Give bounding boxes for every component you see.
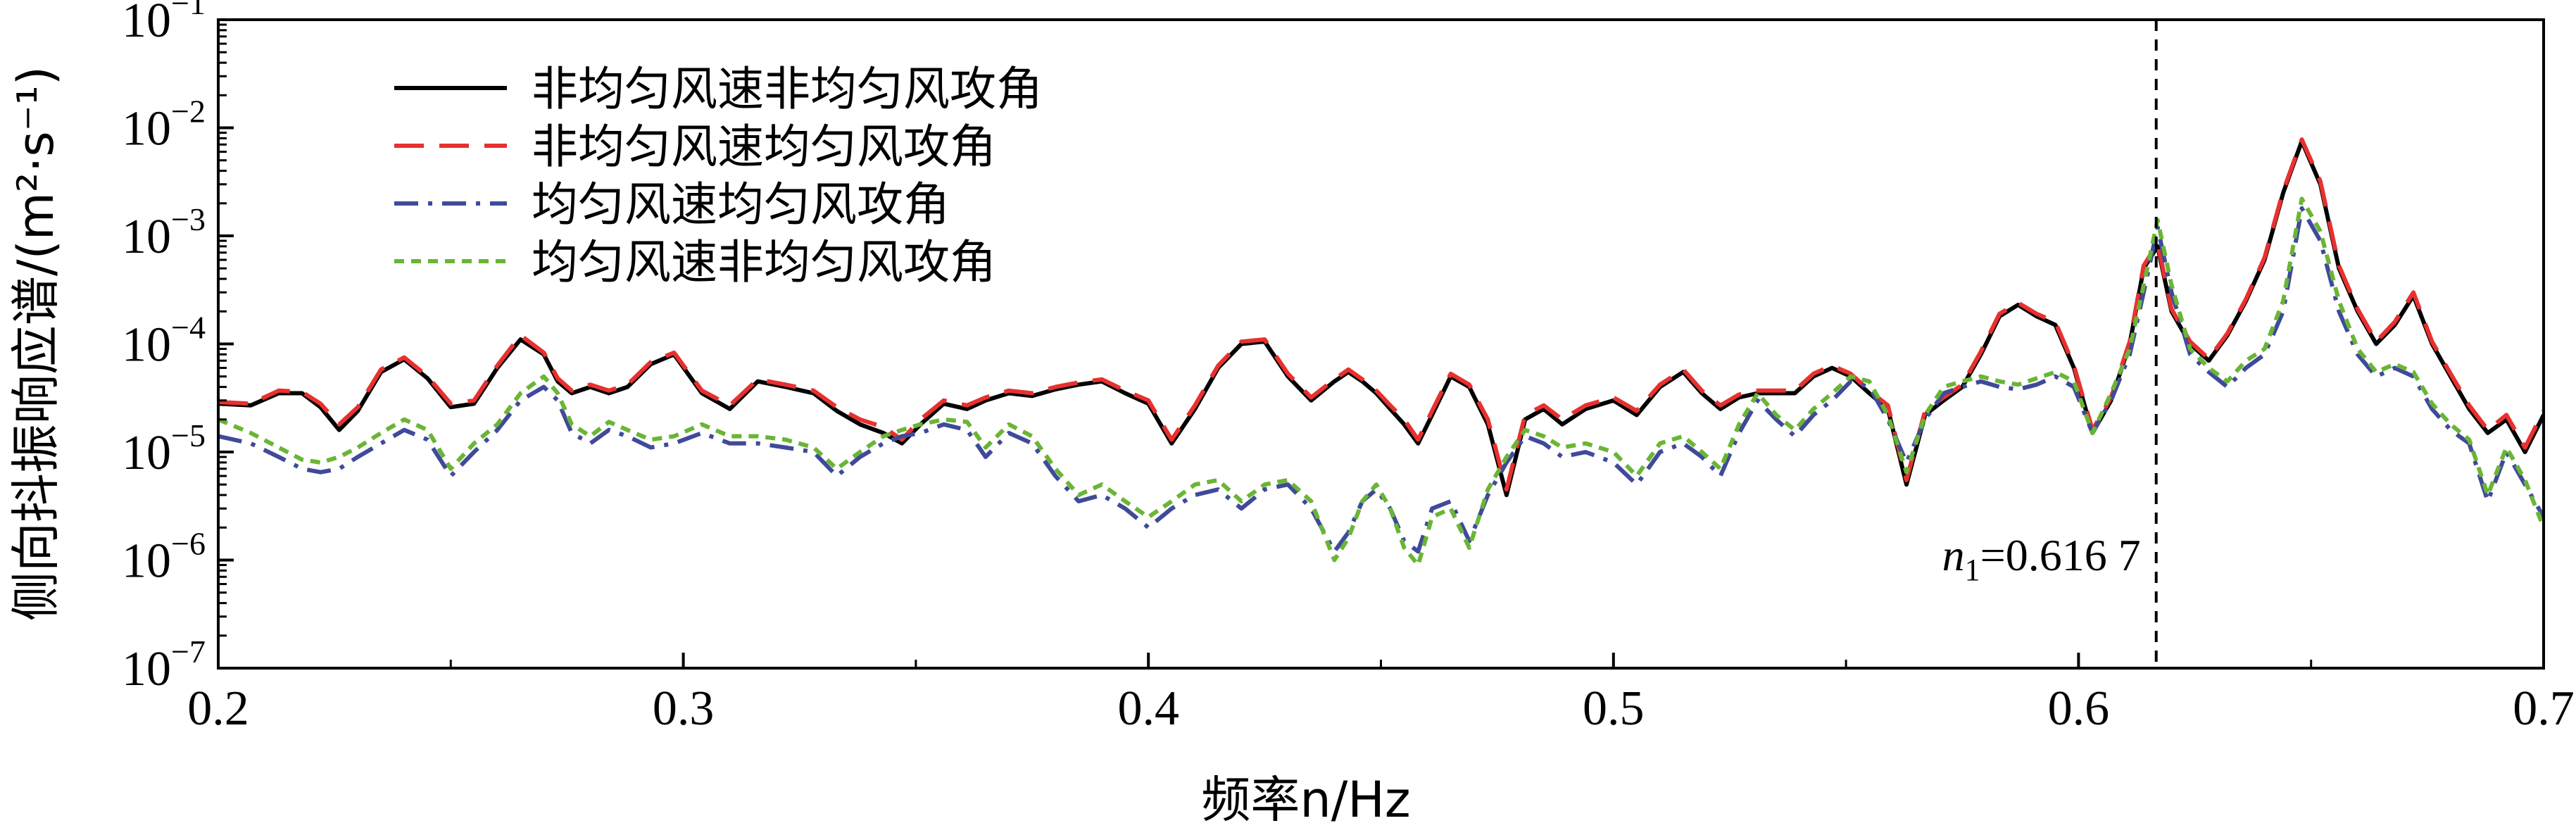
x-tick-label-4: 0.6	[2048, 682, 2110, 736]
y-tick-label-0: 10−7	[122, 634, 206, 696]
y-tick-label-2: 10−5	[122, 418, 206, 480]
legend-label-2: 非均匀风速均匀风攻角	[532, 120, 996, 174]
x-tick-label-3: 0.5	[1583, 682, 1645, 736]
x-tick-label-5: 0.7	[2513, 682, 2575, 736]
x-tick-label-0: 0.2	[187, 682, 249, 736]
y-tick-label-5: 10−2	[122, 94, 206, 156]
y-tick-label-6: 10−1	[122, 0, 206, 48]
y-tick-label-4: 10−3	[122, 201, 206, 264]
legend-label-4: 均匀风速非均匀风攻角	[532, 235, 996, 289]
annotation-value: =0.616 7	[1980, 530, 2141, 580]
x-axis-ticks: 0.2 0.3 0.4 0.5 0.6 0.7	[187, 653, 2575, 736]
series-group	[218, 137, 2544, 567]
y-tick-label-3: 10−4	[122, 310, 206, 372]
legend-label-3: 均匀风速均匀风攻角	[532, 177, 950, 232]
x-tick-label-2: 0.4	[1117, 682, 1179, 736]
x-tick-label-1: 0.3	[653, 682, 715, 736]
y-tick-label-1: 10−6	[122, 526, 206, 589]
x-axis-title: 频率n/Hz	[1201, 771, 1410, 829]
legend-label-1: 非均匀风速非均匀风攻角	[532, 62, 1043, 116]
series-line-4	[218, 196, 2544, 567]
annotation-symbol: n	[1942, 530, 1965, 580]
annotation-subscript: 1	[1965, 553, 1980, 587]
y-axis-title: 侧向抖振响应谱/(m²·s⁻¹)	[7, 66, 65, 621]
y-axis-ticks: 10−7 10−6 10−5 10−4 10−3 10−2 10−1	[122, 0, 234, 696]
peak-annotation: n1=0.616 7	[1942, 530, 2141, 587]
series-line-3	[218, 206, 2544, 554]
